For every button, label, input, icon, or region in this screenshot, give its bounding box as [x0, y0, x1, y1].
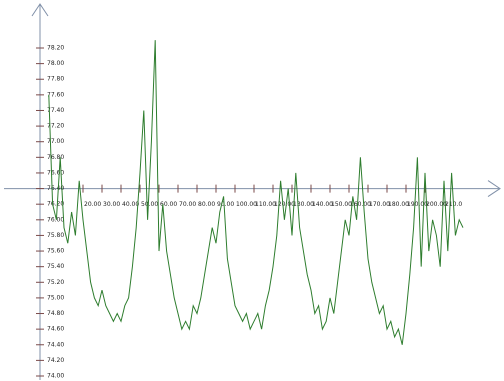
- x-tick-label: 140.00: [312, 201, 333, 208]
- y-tick-label: 76.20: [47, 201, 64, 208]
- x-tick-label: 20.00: [84, 201, 101, 208]
- y-tick-label: 74.60: [47, 326, 64, 333]
- x-tick-label: 100.00: [236, 201, 257, 208]
- y-tick-label: 75.00: [47, 294, 64, 301]
- y-tick-label: 77.40: [47, 107, 64, 114]
- x-tick-label: 120.00: [274, 201, 295, 208]
- y-tick-label: 74.20: [47, 357, 64, 364]
- y-tick-label: 78.20: [47, 45, 64, 52]
- x-tick-label: 150.00: [331, 201, 352, 208]
- y-tick-label: 77.60: [47, 91, 64, 98]
- x-axis-arrow: [487, 180, 501, 197]
- y-tick-label: 77.20: [47, 123, 64, 130]
- y-tick-label: 75.60: [47, 248, 64, 255]
- y-tick-label: 74.00: [47, 373, 64, 380]
- x-tick-label: 50.00: [141, 201, 158, 208]
- x-tick-label: 180.00: [388, 201, 409, 208]
- x-tick-label: 200.00: [426, 201, 447, 208]
- x-tick-label: 190.00: [407, 201, 428, 208]
- x-tick-label: 160.00: [350, 201, 371, 208]
- y-tick-label: 75.40: [47, 263, 64, 270]
- x-tick-label: 130.00: [293, 201, 314, 208]
- y-tick-label: 77.80: [47, 76, 64, 83]
- y-tick-label: 76.00: [47, 216, 64, 223]
- x-tick-label: 60.00: [160, 201, 177, 208]
- line: [48, 40, 464, 345]
- x-tick-label: 80.00: [198, 201, 215, 208]
- x-tick-label: 110.00: [255, 201, 276, 208]
- y-tick-label: 76.60: [47, 169, 64, 176]
- x-tick-label: 90.00: [217, 201, 234, 208]
- y-tick-label: 76.40: [47, 185, 64, 192]
- y-tick-label: 74.40: [47, 341, 64, 348]
- y-tick-label: 78.00: [47, 60, 64, 67]
- y-tick-label: 75.80: [47, 232, 64, 239]
- y-axis-arrow: [31, 3, 49, 17]
- y-tick-label: 77.00: [47, 138, 64, 145]
- x-tick-label: 30.00: [103, 201, 120, 208]
- y-tick-label: 76.80: [47, 154, 64, 161]
- x-tick-label: 70.00: [179, 201, 196, 208]
- x-tick-label: 170.00: [369, 201, 390, 208]
- x-tick-label: 40.00: [122, 201, 139, 208]
- y-tick-label: 74.80: [47, 310, 64, 317]
- y-tick-label: 75.20: [47, 279, 64, 286]
